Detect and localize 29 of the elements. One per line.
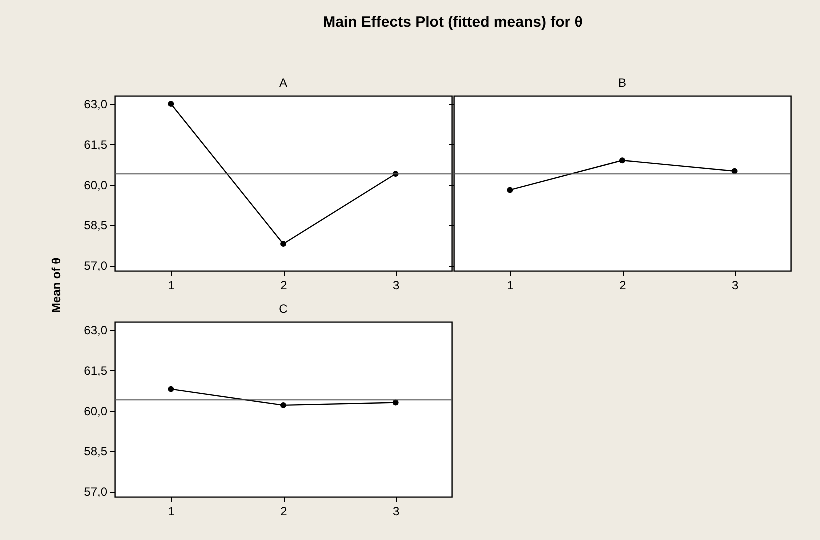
y-tick-label: 58,5 <box>84 218 108 233</box>
chart-subtitle: C <box>279 302 288 316</box>
y-tick-label: 57,0 <box>84 485 108 500</box>
y-tick-label: 60,0 <box>84 404 108 418</box>
x-tick-label: 3 <box>392 278 400 292</box>
point <box>168 386 174 392</box>
x-tick-label: 2 <box>280 278 288 292</box>
y-tick-label: 60,0 <box>84 178 108 192</box>
y-tick-label: 57,0 <box>84 259 108 274</box>
y-tick-label: 63,0 <box>84 324 108 338</box>
y-tick-label: 61,5 <box>84 364 108 378</box>
x-tick-label: 1 <box>168 278 176 292</box>
chart-subtitle: B <box>618 76 627 90</box>
point <box>392 400 399 406</box>
chart-title: Main Effects Plot (fitted means) for θ <box>322 14 584 31</box>
y-tick-label: 58,5 <box>84 444 108 459</box>
point <box>280 402 286 408</box>
y-tick-label: 63,0 <box>84 98 108 112</box>
x-tick-label: 3 <box>732 278 739 292</box>
x-tick-label: 3 <box>392 504 400 518</box>
point <box>280 241 286 248</box>
y-axis-title: Mean of θ <box>50 258 64 314</box>
x-tick-label: 1 <box>507 278 514 292</box>
y-tick-label: 61,5 <box>84 138 108 152</box>
x-tick-label: 2 <box>280 504 288 518</box>
point <box>168 101 174 108</box>
chart-subtitle: A <box>279 76 288 90</box>
x-tick-label: 2 <box>620 278 627 292</box>
x-tick-label: 1 <box>168 504 176 518</box>
